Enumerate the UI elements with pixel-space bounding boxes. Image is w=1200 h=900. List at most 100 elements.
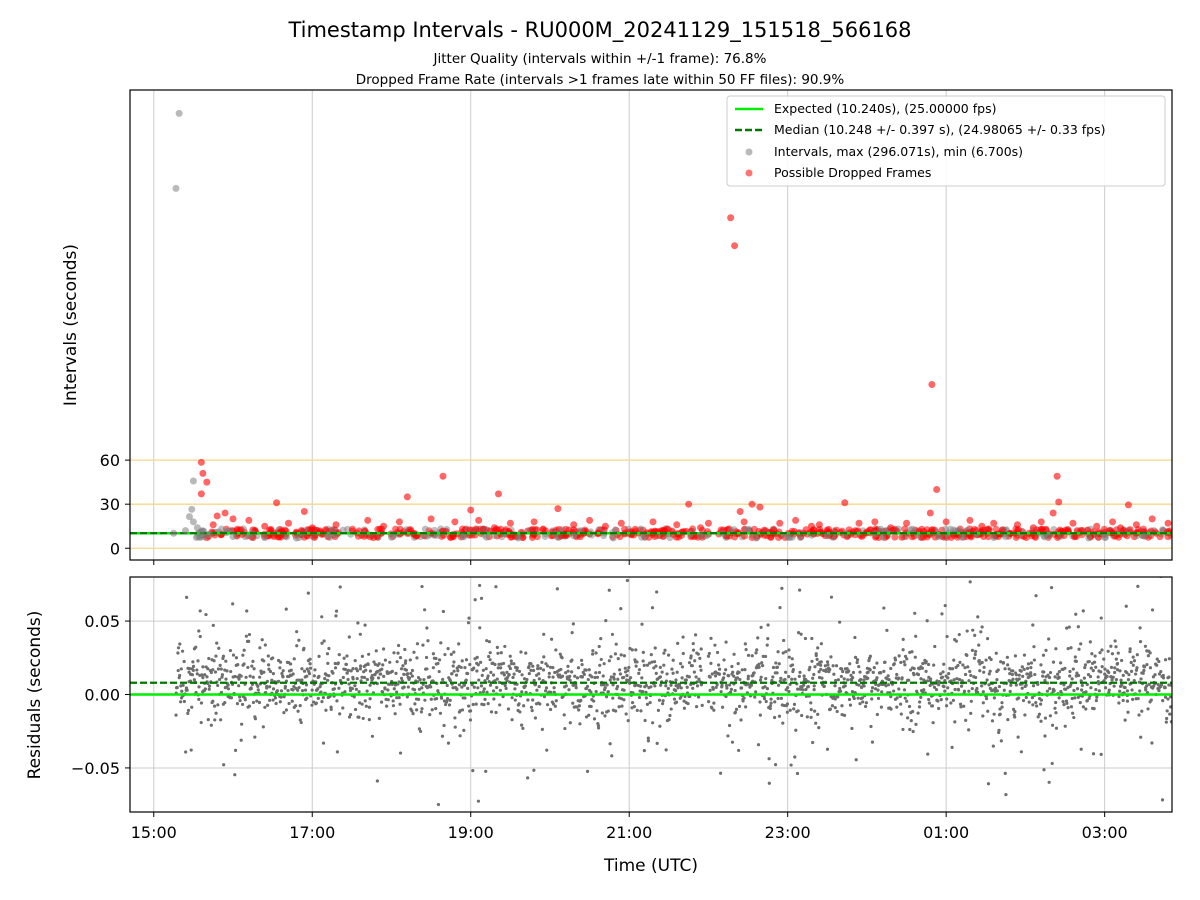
residual-point [1139, 677, 1143, 681]
residual-point [709, 636, 713, 640]
residual-point [674, 700, 679, 704]
residual-point [964, 718, 968, 722]
residual-point [725, 686, 729, 690]
residual-point [265, 684, 269, 689]
residual-point [930, 704, 935, 708]
residual-point [611, 696, 615, 700]
residual-point [198, 634, 202, 639]
dropped-frame-point [475, 516, 483, 524]
residual-point [913, 611, 917, 615]
residual-point [851, 670, 856, 675]
residual-point [294, 704, 298, 708]
residual-point [685, 685, 689, 689]
residual-point [694, 675, 698, 679]
residual-point [544, 662, 548, 666]
residual-point [1057, 670, 1062, 674]
residual-point [411, 712, 415, 716]
residual-point [991, 744, 995, 748]
residual-point [567, 688, 571, 692]
residual-point [637, 671, 641, 675]
residual-point [1005, 655, 1009, 659]
residual-point [364, 704, 368, 708]
residual-point [713, 674, 718, 678]
residual-point [580, 675, 584, 679]
residual-point [446, 647, 450, 651]
residual-point [787, 689, 791, 694]
residual-point [1083, 663, 1088, 667]
residual-point [417, 727, 422, 731]
residual-point [715, 650, 720, 655]
dropped-frame-point [1049, 509, 1057, 517]
residual-point [778, 605, 782, 610]
residual-point [300, 667, 304, 671]
residual-point [626, 669, 630, 673]
residual-point [674, 678, 678, 682]
residual-point [271, 687, 276, 691]
residual-point [314, 701, 318, 705]
residual-point [1027, 700, 1031, 704]
residual-point [1063, 724, 1067, 728]
residual-point [901, 648, 905, 652]
interval-point [218, 525, 226, 533]
dropped-frame-point [1069, 519, 1077, 527]
dropped-frame-point [458, 525, 466, 533]
residual-point [1039, 702, 1043, 706]
residual-point [699, 647, 703, 651]
interval-point [637, 525, 645, 533]
residual-point [624, 712, 628, 716]
residual-point [912, 673, 916, 677]
residual-point [367, 652, 371, 656]
residual-point [262, 659, 266, 663]
residual-point [1082, 676, 1087, 680]
dropped-frame-point [770, 526, 778, 534]
residual-point [473, 598, 477, 602]
dropped-frame-point [1132, 521, 1140, 529]
interval-point [324, 532, 332, 540]
residual-point [454, 673, 459, 677]
residual-point [545, 748, 549, 752]
residual-point [1113, 670, 1117, 675]
residual-point [1166, 697, 1170, 701]
residual-point [740, 668, 744, 672]
residual-point [997, 728, 1001, 732]
residual-point [1071, 667, 1075, 671]
residual-point [231, 602, 235, 606]
residual-point [993, 686, 998, 690]
dropped-frame-point [903, 519, 911, 527]
residual-point [358, 701, 362, 705]
residual-point [927, 697, 931, 702]
residual-point [224, 677, 228, 681]
residual-point [549, 637, 554, 641]
residual-point [447, 703, 452, 707]
dropped-frame-point [530, 518, 538, 526]
residual-point [429, 697, 433, 701]
residual-point [838, 686, 842, 691]
interval-point [609, 534, 617, 542]
residual-point [892, 689, 896, 693]
residual-point [273, 696, 278, 700]
residual-point [817, 675, 822, 680]
residual-point [1155, 663, 1159, 667]
residual-point [825, 747, 830, 751]
residual-point [480, 673, 484, 678]
residual-point [1042, 670, 1046, 674]
residual-point [846, 678, 850, 682]
dropped-frame-point [1013, 521, 1021, 529]
residual-point [343, 690, 347, 694]
residual-point [913, 655, 917, 659]
residual-point [226, 687, 231, 691]
residual-point [955, 677, 959, 681]
residual-point [1029, 671, 1033, 675]
residual-point [811, 740, 815, 745]
residual-point [216, 703, 220, 707]
residual-point [644, 683, 648, 688]
residual-point [765, 643, 769, 647]
residual-point [934, 556, 937, 559]
residual-point [610, 632, 615, 637]
residual-point [1003, 771, 1007, 775]
residual-point [362, 675, 367, 680]
residual-point [437, 658, 442, 662]
residual-point [385, 704, 389, 708]
legend-box [726, 95, 1166, 187]
residual-point [831, 664, 835, 668]
